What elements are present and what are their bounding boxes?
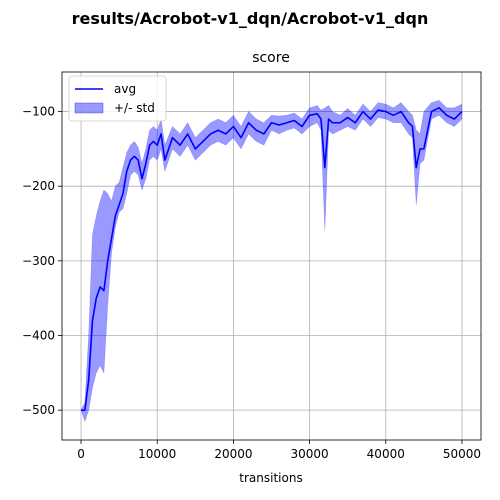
y-tick-label-2: −300 [22, 254, 55, 268]
plot-frame [61, 71, 482, 441]
y-tick-label-0: −500 [22, 403, 55, 417]
y-tick-label-4: −100 [22, 105, 55, 119]
x-tick-label-1: 10000 [138, 447, 176, 461]
avg-line [81, 107, 463, 411]
legend-std-swatch [74, 102, 104, 114]
figure-suptitle: results/Acrobot-v1_dqn/Acrobot-v1_dqn [72, 9, 429, 28]
y-tick-label-1: −400 [22, 328, 55, 342]
x-tick-label-5: 50000 [443, 447, 481, 461]
x-tick-label-2: 20000 [214, 447, 252, 461]
legend-avg-label: avg [114, 82, 136, 96]
y-tick-label-3: −200 [22, 179, 55, 193]
x-tick-label-4: 40000 [367, 447, 405, 461]
x-tick-label-0: 0 [77, 447, 85, 461]
legend-std-label: +/- std [114, 101, 155, 115]
legend-frame [68, 75, 167, 122]
x-axis-label: transitions [239, 471, 302, 485]
y-axis-ticks: −500 −400 −300 −200 −100 [22, 105, 62, 417]
x-axis-ticks: 0 10000 20000 30000 40000 50000 [77, 440, 481, 461]
legend: avg +/- std [68, 75, 167, 122]
avg-line-layer [81, 107, 463, 411]
chart-title: score [252, 50, 290, 66]
x-tick-label-3: 30000 [290, 447, 328, 461]
